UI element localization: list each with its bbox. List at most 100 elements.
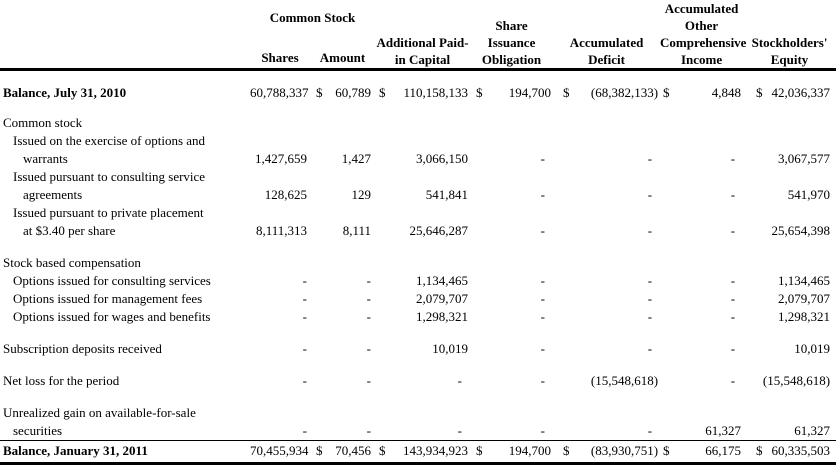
row-label: Net loss for the period	[0, 372, 250, 390]
currency-symbol-cell	[375, 372, 389, 390]
table-header: Common Stock Additional Paid- in Capital…	[0, 0, 836, 70]
cell-amount: -	[366, 423, 371, 438]
cell-deficit: -	[647, 423, 653, 438]
cell-share-issuance: 194,700	[508, 85, 552, 100]
line-item-row: Issued pursuant to private placement at $…	[0, 204, 836, 240]
line-item-row: Options issued for management fees - - 2,07…	[0, 290, 836, 308]
cell-equity: 42,036,337	[771, 85, 831, 100]
row-label: Subscription deposits received	[0, 340, 250, 358]
cell-deficit: (15,548,618)	[590, 373, 659, 388]
currency-symbol-cell: $	[743, 440, 763, 464]
currency-symbol-cell	[743, 114, 759, 132]
spacer-row	[0, 358, 836, 372]
row-label: Options issued for wages and benefits	[0, 308, 250, 326]
cell-share-issuance: -	[540, 151, 546, 166]
currency-symbol-cell	[375, 114, 389, 132]
cell-share-issuance: -	[540, 373, 546, 388]
header-row-group: Common Stock Additional Paid- in Capital…	[0, 0, 836, 67]
currency-symbol-cell	[310, 114, 322, 132]
currency-symbol-cell	[553, 372, 569, 390]
row-label: Balance, January 31, 2011	[0, 440, 250, 464]
cell-deficit	[569, 114, 660, 132]
cell-amount: -	[366, 291, 371, 306]
currency-symbol-cell	[375, 340, 389, 358]
row-label-line: Options issued for consulting services	[13, 273, 211, 288]
table-body: Balance, July 31, 2010 60,788,337 $60,789 $…	[0, 70, 836, 464]
cell-amount: -	[366, 273, 371, 288]
cell-shares: -	[302, 273, 307, 288]
cell-amount: -	[366, 309, 371, 324]
cell-deficit: -	[647, 309, 653, 324]
currency-symbol-cell	[553, 204, 569, 240]
cell-comprehensive: -	[730, 151, 736, 166]
row-label: Common stock	[0, 114, 250, 132]
currency-symbol-cell	[310, 132, 322, 168]
spacer-row	[0, 390, 836, 404]
header-row-sub: Shares Amount	[0, 43, 836, 69]
cell-paid-in: 1,134,465	[416, 273, 469, 288]
currency-symbol-cell	[743, 132, 759, 168]
header-share-issuance-obligation: Share Issuance Obligation	[481, 18, 542, 67]
cell-equity: 61,327	[794, 423, 831, 438]
currency-symbol-cell: $	[470, 440, 486, 464]
line-item-row: Unrealized gain on available-for-sale sec…	[0, 404, 836, 441]
cell-deficit	[569, 254, 660, 272]
currency-symbol-cell	[470, 272, 485, 290]
cell-shares	[250, 254, 310, 272]
row-label-line: at $3.40 per share	[23, 223, 116, 238]
currency-symbol-cell	[660, 404, 673, 441]
header-stockholders-equity: Stockholders' Equity	[751, 35, 828, 67]
cell-paid-in: 3,066,150	[416, 151, 469, 166]
currency-symbol-cell	[743, 272, 759, 290]
currency-symbol-cell: $	[563, 85, 570, 100]
currency-symbol-cell	[375, 168, 389, 204]
row-label: Issued pursuant to private placement at $…	[0, 204, 250, 240]
row-label: Issued on the exercise of options and war…	[0, 132, 250, 168]
row-label: Balance, July 31, 2010	[0, 70, 250, 103]
currency-symbol-cell	[743, 254, 759, 272]
cell-share-issuance: 194,700	[485, 440, 554, 464]
cell-paid-in: 143,934,923	[389, 440, 471, 464]
cell-share-issuance	[485, 114, 553, 132]
currency-symbol-cell	[470, 372, 485, 390]
currency-symbol-cell	[553, 132, 569, 168]
cell-shares: -	[302, 309, 307, 324]
row-label-line: Balance, January 31, 2011	[3, 443, 148, 458]
cell-deficit: -	[647, 341, 653, 356]
currency-symbol-cell: $	[375, 440, 389, 464]
cell-comprehensive: -	[730, 341, 736, 356]
currency-symbol-cell	[660, 308, 673, 326]
currency-symbol-cell	[470, 404, 485, 441]
row-label-line: Unrealized gain on available-for-sale	[3, 405, 196, 420]
currency-symbol-cell	[310, 272, 322, 290]
row-label-line: warrants	[23, 151, 68, 166]
cell-paid-in: 110,158,133	[403, 85, 469, 100]
cell-shares: 1,427,659	[255, 151, 307, 166]
row-label: Options issued for management fees	[0, 290, 250, 308]
currency-symbol-cell	[660, 272, 673, 290]
cell-amount: 1,427	[341, 151, 371, 166]
cell-equity	[759, 254, 836, 272]
currency-symbol-cell	[310, 204, 322, 240]
currency-symbol-cell	[660, 114, 673, 132]
cell-deficit: -	[647, 223, 653, 238]
currency-symbol-cell: $	[756, 85, 763, 100]
spacer-cell	[0, 240, 836, 254]
cell-equity: 2,079,707	[778, 291, 831, 306]
cell-shares: -	[302, 341, 307, 356]
cell-comprehensive	[673, 254, 743, 272]
balance-row: Balance, January 31, 2011 70,455,934 $70,4…	[0, 440, 836, 464]
cell-equity	[759, 114, 836, 132]
cell-paid-in: -	[457, 373, 463, 388]
cell-amount: 70,456	[322, 440, 375, 464]
cell-paid-in: 541,841	[425, 187, 469, 202]
currency-symbol-cell	[310, 404, 322, 441]
cell-shares: 128,625	[264, 187, 307, 202]
row-label-line: Common stock	[3, 115, 83, 130]
row-label-line: Net loss for the period	[3, 373, 120, 388]
header-label-spacer	[0, 0, 250, 43]
row-label-line: Issued on the exercise of options and	[13, 133, 206, 148]
cell-amount: -	[366, 341, 371, 356]
currency-symbol-cell: $	[553, 440, 570, 464]
